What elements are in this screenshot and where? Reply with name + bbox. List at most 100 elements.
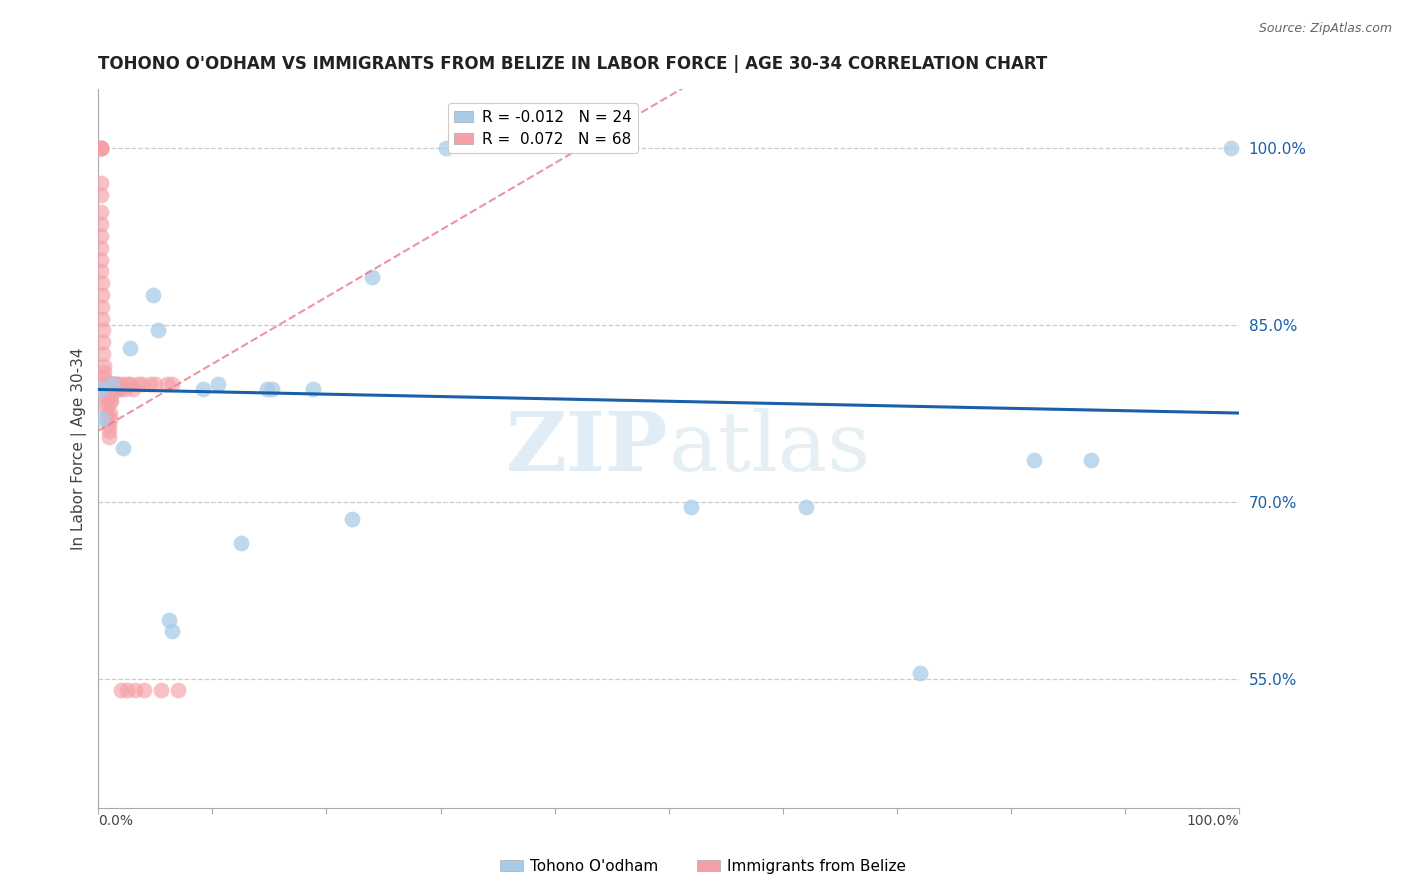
Point (91, 323, 114, 337)
Point (98, 412, 121, 426)
Point (96, 394, 118, 409)
Point (94, 388, 117, 402)
Point (156, 376, 179, 391)
Point (207, 376, 229, 391)
Point (908, 665, 931, 680)
Point (90, 140, 112, 154)
Text: Source: ZipAtlas.com: Source: ZipAtlas.com (1258, 22, 1392, 36)
Point (98, 394, 121, 409)
Point (90, 205, 112, 219)
Point (90, 217, 112, 231)
Point (1080, 453, 1102, 467)
Point (794, 500, 817, 515)
Point (131, 376, 153, 391)
Point (98, 376, 121, 391)
Point (110, 683, 132, 698)
Point (101, 376, 124, 391)
Point (108, 376, 131, 391)
Point (124, 683, 146, 698)
Point (100, 388, 122, 402)
Point (260, 383, 283, 397)
Point (361, 270, 384, 285)
Point (162, 376, 184, 391)
Point (90, 252, 112, 267)
Text: 100.0%: 100.0% (1187, 814, 1239, 828)
Point (107, 383, 129, 397)
Point (93, 359, 115, 373)
Point (90, 300, 112, 314)
Point (162, 624, 184, 639)
Point (101, 383, 124, 397)
Point (132, 683, 155, 698)
Point (90, 311, 112, 326)
Point (93, 370, 115, 384)
Point (112, 376, 135, 391)
Point (98, 406, 121, 420)
Point (90, 241, 112, 255)
Point (301, 383, 323, 397)
Point (100, 376, 122, 391)
Point (114, 383, 136, 397)
Point (90, 288, 112, 302)
Point (97, 417, 120, 432)
Point (101, 383, 124, 397)
Point (90, 140, 112, 154)
Point (167, 683, 190, 698)
Point (127, 376, 149, 391)
Point (90, 176, 112, 190)
Point (145, 376, 167, 391)
Point (112, 442, 135, 456)
Point (90, 383, 112, 397)
Point (90, 412, 112, 426)
Point (90, 264, 112, 278)
Point (121, 383, 143, 397)
Point (90, 229, 112, 244)
Point (193, 383, 215, 397)
Point (97, 430, 120, 444)
Point (93, 365, 115, 379)
Point (101, 376, 124, 391)
Point (91, 347, 114, 361)
Point (105, 376, 128, 391)
Point (90, 140, 112, 154)
Point (138, 376, 160, 391)
Point (157, 613, 180, 627)
Point (101, 376, 124, 391)
Point (229, 536, 252, 550)
Point (96, 400, 118, 414)
Point (434, 140, 457, 154)
Legend: R = -0.012   N = 24, R =  0.072   N = 68: R = -0.012 N = 24, R = 0.072 N = 68 (449, 103, 638, 153)
Text: ZIP: ZIP (506, 409, 669, 489)
Point (142, 288, 165, 302)
Point (256, 383, 278, 397)
Point (96, 412, 118, 426)
Point (150, 683, 173, 698)
Point (94, 383, 117, 397)
Point (103, 376, 125, 391)
Point (340, 512, 363, 526)
Point (91, 335, 114, 350)
Point (94, 376, 117, 391)
Point (108, 383, 131, 397)
Point (146, 323, 169, 337)
Point (120, 376, 142, 391)
Y-axis label: In Labor Force | Age 30-34: In Labor Force | Age 30-34 (72, 347, 87, 549)
Legend: Tohono O'odham, Immigrants from Belize: Tohono O'odham, Immigrants from Belize (494, 853, 912, 880)
Point (115, 683, 138, 698)
Point (90, 187, 112, 202)
Point (98, 388, 121, 402)
Text: 0.0%: 0.0% (98, 814, 134, 828)
Point (681, 500, 703, 515)
Point (1022, 453, 1045, 467)
Point (117, 376, 139, 391)
Point (120, 341, 142, 355)
Point (104, 376, 127, 391)
Point (96, 406, 118, 420)
Point (97, 424, 120, 438)
Point (100, 394, 122, 409)
Point (90, 277, 112, 291)
Point (104, 383, 127, 397)
Point (90, 140, 112, 154)
Text: atlas: atlas (669, 409, 870, 489)
Point (1219, 140, 1241, 154)
